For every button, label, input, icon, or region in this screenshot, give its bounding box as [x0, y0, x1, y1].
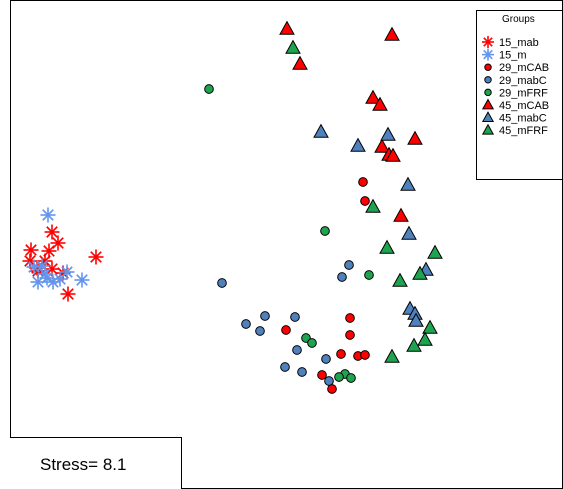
point-45-mcab-4 [372, 96, 388, 111]
point-15-m-9 [34, 258, 50, 274]
legend-marker-45-mfrf [481, 123, 495, 135]
point-15-mab-10 [60, 286, 76, 302]
legend-label-29-mfrf: 29_mFRF [499, 87, 548, 99]
point-15-m-5 [74, 272, 90, 288]
point-45-mfrf-0 [285, 39, 301, 54]
point-45-mabc-3 [400, 176, 416, 191]
point-29-mfrf-4 [307, 338, 317, 348]
point-45-mfrf-3 [427, 244, 443, 259]
point-29-mabc-7 [297, 367, 307, 377]
point-45-mfrf-9 [384, 348, 400, 363]
point-29-mabc-4 [255, 326, 265, 336]
point-45-mabc-4 [401, 225, 417, 240]
point-45-mcab-2 [292, 55, 308, 70]
point-15-m-8 [52, 271, 68, 287]
point-45-mfrf-2 [379, 239, 395, 254]
point-15-mab-3 [88, 249, 104, 265]
legend-marker-15-mab [482, 36, 494, 48]
stress-annotation: Stress= 8.1 [40, 455, 127, 474]
legend: Groups 15_mab15_m29_mCAB29_mabC29_mFRF45… [476, 10, 563, 180]
point-29-mcab-5 [336, 349, 346, 359]
point-29-mabc-3 [290, 312, 300, 322]
point-45-mcab-3 [365, 89, 381, 104]
point-45-mcab-7 [385, 147, 401, 162]
points-layer [22, 20, 443, 394]
legend-marker-45-mabc [481, 111, 495, 123]
point-29-mcab-1 [360, 196, 370, 206]
point-15-mab-0 [44, 224, 60, 240]
legend-marker-29-mabc [484, 76, 492, 84]
plot-frame [10, 0, 563, 489]
legend-marker-29-mcab [484, 63, 492, 71]
point-45-mfrf-8 [417, 331, 433, 346]
legend-label-45-mfrf: 45_mFRF [499, 125, 548, 137]
point-29-mabc-10 [337, 272, 347, 282]
point-29-mabc-5 [292, 345, 302, 355]
point-29-mabc-6 [280, 362, 290, 372]
point-45-mfrf-6 [422, 319, 438, 334]
point-29-mcab-4 [345, 330, 355, 340]
point-45-mfrf-5 [392, 272, 408, 287]
point-29-mabc-11 [324, 376, 334, 386]
legend-label-15-mab: 15_mab [499, 37, 539, 49]
point-29-mfrf-2 [364, 270, 374, 280]
stress-box: Stress= 8.1 [10, 437, 182, 489]
legend-label-45-mcab: 45_mCAB [499, 100, 549, 112]
legend-marker-29-mfrf [484, 88, 492, 97]
point-29-mfrf-7 [346, 373, 356, 383]
point-15-mab-2 [23, 242, 39, 258]
point-15-m-0 [40, 207, 56, 223]
legend-label-45-mabc: 45_mabC [499, 113, 547, 125]
point-29-mabc-1 [241, 319, 251, 329]
point-45-mcab-0 [279, 20, 295, 35]
point-29-mfrf-0 [204, 84, 214, 94]
point-45-mfrf-4 [412, 265, 428, 280]
legend-title: Groups [502, 14, 535, 25]
point-29-mabc-8 [321, 354, 331, 364]
point-29-mfrf-1 [320, 226, 330, 236]
point-29-mcab-7 [317, 370, 327, 380]
point-29-mcab-9 [360, 350, 370, 360]
point-45-mcab-1 [384, 26, 400, 41]
legend-marker-45-mcab [481, 98, 495, 110]
legend-label-29-mabc: 29_mabC [499, 75, 547, 87]
point-45-mabc-8 [408, 312, 424, 327]
point-15-m-7 [39, 270, 55, 286]
point-45-mfrf-7 [406, 337, 422, 352]
legend-label-29-mcab: 29_mCAB [499, 62, 549, 74]
point-15-m-1 [26, 259, 42, 275]
legend-label-15-m: 15_m [499, 50, 527, 62]
legend-marker-15-m [482, 48, 494, 61]
point-45-mfrf-1 [365, 198, 381, 213]
point-29-mabc-0 [217, 278, 227, 288]
point-29-mcab-2 [345, 313, 355, 323]
point-45-mabc-1 [350, 137, 366, 152]
point-45-mcab-8 [407, 130, 423, 145]
point-29-mcab-8 [327, 384, 337, 394]
point-45-mabc-2 [380, 126, 396, 141]
point-29-mcab-0 [358, 177, 368, 187]
point-29-mcab-3 [281, 325, 291, 335]
point-45-mabc-0 [313, 123, 329, 138]
point-45-mcab-5 [374, 138, 390, 153]
point-29-mfrf-6 [334, 372, 344, 382]
point-29-mabc-2 [260, 311, 270, 321]
point-45-mcab-9 [393, 207, 409, 222]
point-29-mabc-9 [344, 260, 354, 270]
